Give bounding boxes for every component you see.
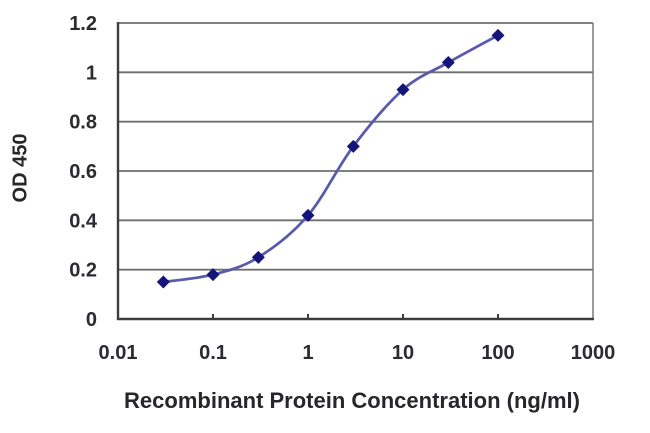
y-tick-label: 0: [86, 309, 97, 331]
data-point-marker: [441, 55, 455, 69]
x-tick-label: 0.1: [199, 342, 227, 364]
y-tick-label: 0.4: [69, 210, 98, 232]
x-tick-label: 1000: [571, 342, 616, 364]
y-tick-label: 0.2: [69, 260, 97, 282]
data-point-marker: [251, 250, 265, 264]
x-tick-label: 1: [302, 342, 313, 364]
series-line: [161, 33, 500, 284]
y-axis-title: OD 450: [9, 133, 32, 203]
data-point-marker: [301, 208, 315, 222]
y-tick-label: 0.6: [69, 161, 97, 183]
x-tick-label: 100: [481, 342, 514, 364]
x-tick-label: 10: [392, 342, 414, 364]
data-point-marker: [156, 275, 170, 289]
y-tick-label: 1.2: [69, 13, 97, 35]
data-point-marker: [396, 83, 410, 97]
x-axis-title: Recombinant Protein Concentration (ng/ml…: [124, 388, 580, 413]
data-point-marker: [206, 268, 220, 282]
data-point-marker: [346, 139, 360, 153]
y-tick-label: 0.8: [69, 112, 97, 134]
y-tick-label: 1: [86, 62, 97, 84]
x-tick-label: 0.01: [99, 342, 138, 364]
data-point-marker: [491, 28, 505, 42]
